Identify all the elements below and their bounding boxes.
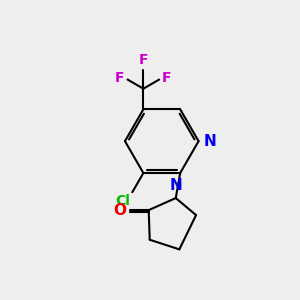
Text: N: N <box>204 134 217 149</box>
Text: F: F <box>115 71 124 85</box>
Text: F: F <box>162 71 172 85</box>
Text: Cl: Cl <box>115 194 130 208</box>
Text: O: O <box>114 202 127 217</box>
Text: N: N <box>169 178 182 193</box>
Text: F: F <box>139 53 148 67</box>
